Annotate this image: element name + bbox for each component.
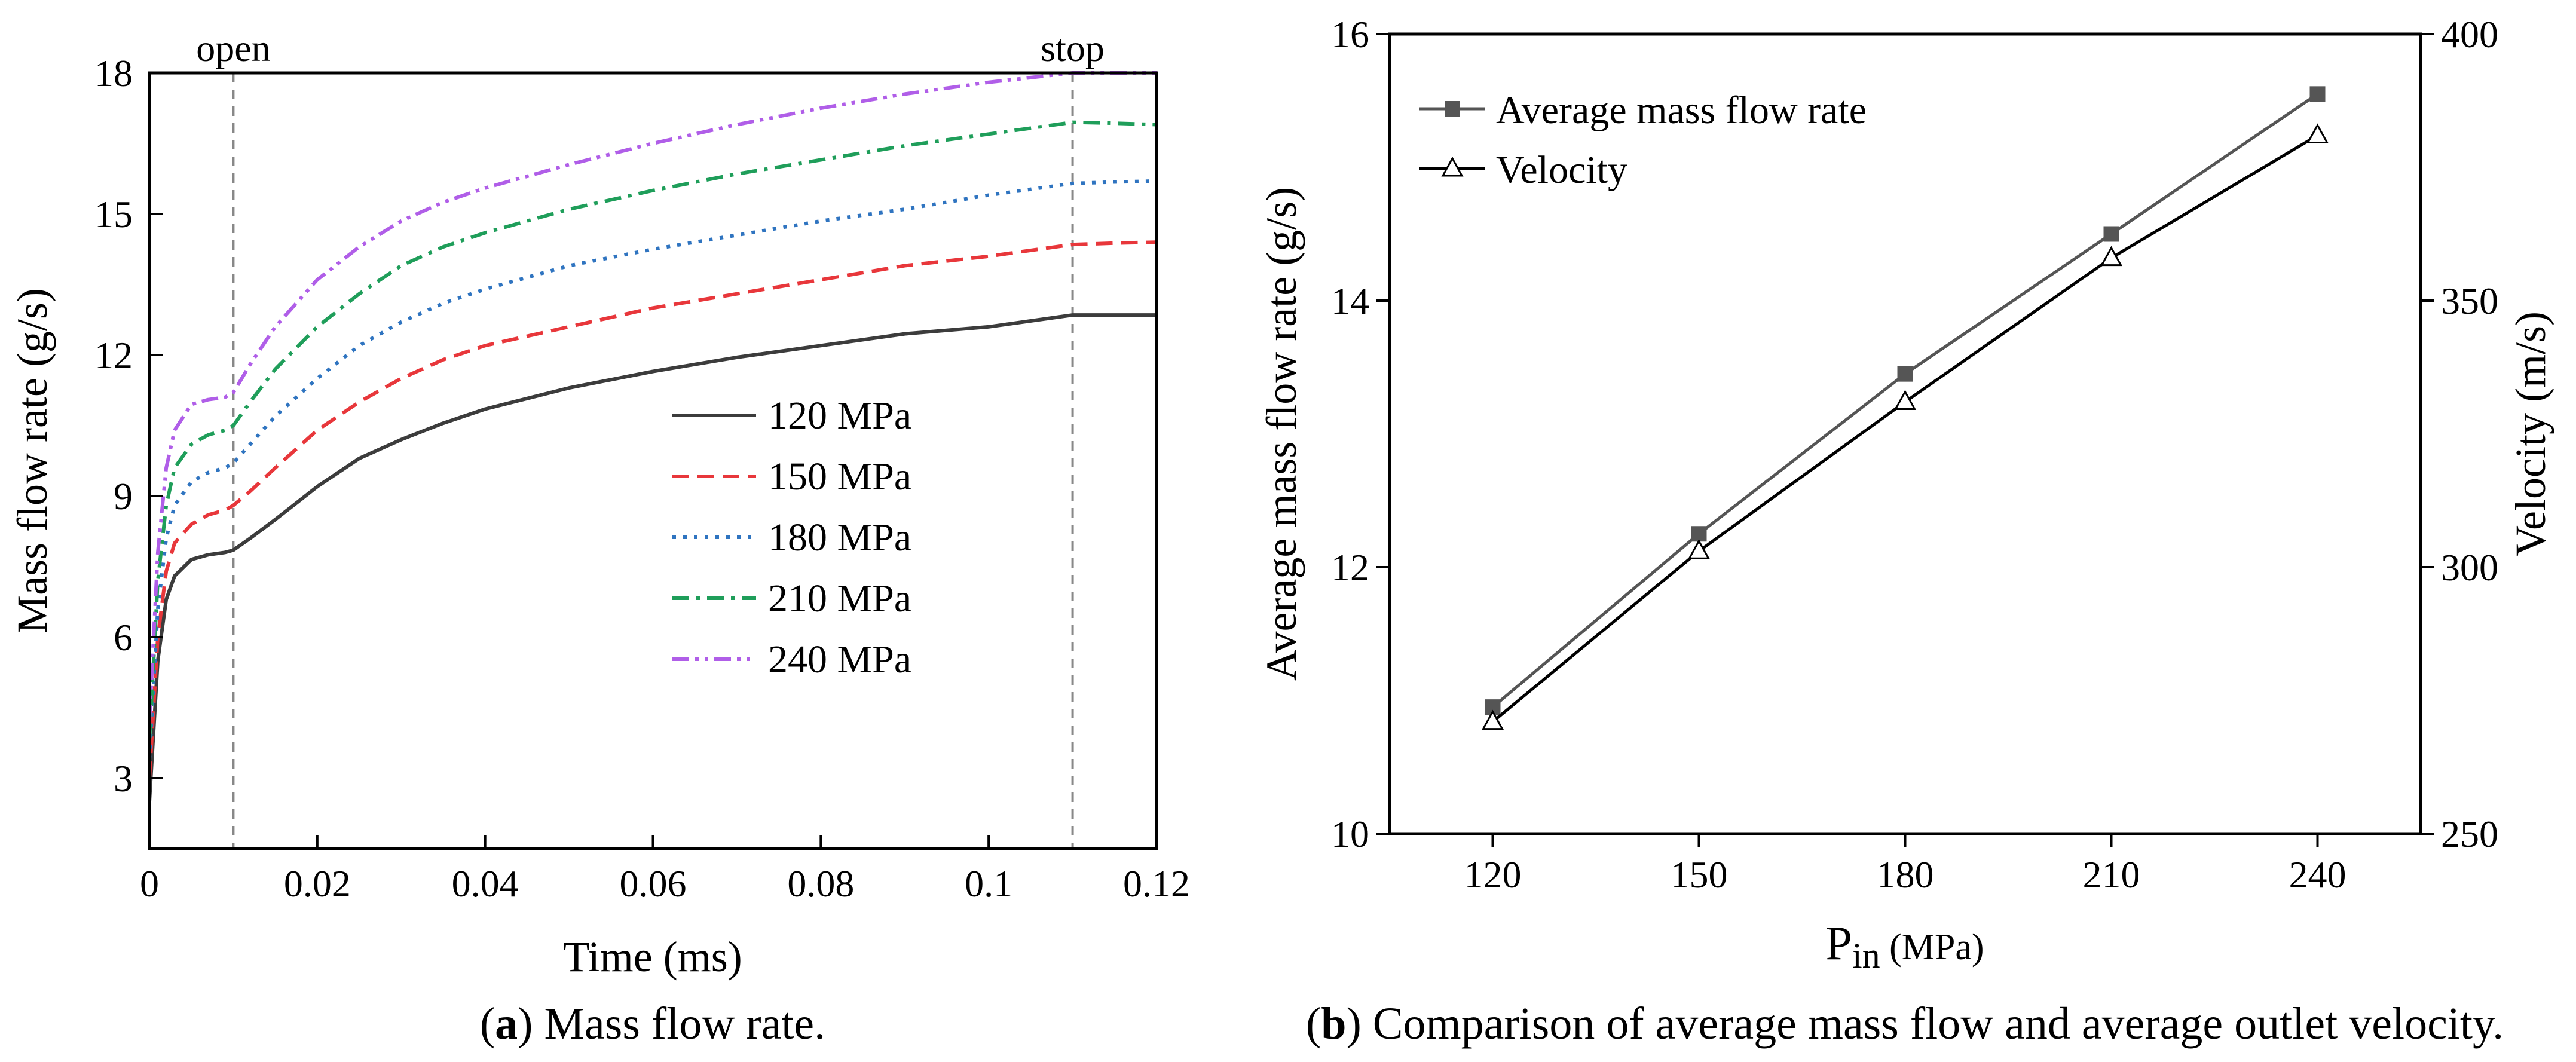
panel-b-x-tick-label: 180 <box>1877 853 1934 896</box>
panel-a-x-tick-label: 0.02 <box>284 862 351 905</box>
panel-b-marker-square <box>2309 86 2326 102</box>
panel-a-caption-text: Mass flow rate. <box>533 999 825 1049</box>
panel-b-y2-tick-label: 250 <box>2441 813 2498 855</box>
panel-b-caption-text: Comparison of average mass flow and aver… <box>1362 999 2504 1049</box>
panel-a-y-tick-label: 15 <box>94 193 133 235</box>
panel-a-annotation-open: open <box>196 27 270 69</box>
panel-a-series-line-1 <box>148 313 1157 802</box>
panel-b-marker-square <box>1691 526 1707 542</box>
panel-a-series-line-5 <box>148 71 1157 722</box>
panel-b-x-axis-label-unit: (MPa) <box>1880 927 1984 968</box>
panel-b-marker-square <box>1897 366 1913 382</box>
panel-a-y-tick-label: 18 <box>94 52 133 94</box>
panel-a-annotation-stop: stop <box>1041 27 1105 69</box>
panel-b-caption-label: b <box>1321 999 1346 1049</box>
panel-b-x-tick-label: 210 <box>2083 853 2140 896</box>
panel-b-marker-triangle <box>2306 123 2329 143</box>
panel-b-marker-triangle <box>1893 390 1917 410</box>
panel-b-x-tick-label: 120 <box>1464 853 1522 896</box>
panel-b-y-tick-label: 12 <box>1331 546 1369 589</box>
panel-a-mass-flow-chart: open stop 0 0.02 0.04 0.06 0.08 0.1 0.12 3 6 9 12 1… <box>8 27 1190 1049</box>
panel-b-legend-label-1: Average mass flow rate <box>1496 88 1867 132</box>
panel-a-legend-label-3: 180 MPa <box>768 516 911 559</box>
panel-b-y-axis-label: Average mass flow rate (g/s) <box>1258 187 1305 681</box>
panel-a-x-tick-label: 0.04 <box>452 862 519 905</box>
panel-b-legend-label-2: Velocity <box>1496 148 1627 192</box>
panel-b-comparison-chart: 120 150 180 210 240 10 12 14 16 250 300 350 400 Pi… <box>1258 13 2554 1049</box>
panel-a-y-axis-label: Mass flow rate (g/s) <box>8 288 56 633</box>
panel-b-y2-tick-label: 350 <box>2441 280 2498 322</box>
panel-a-y-tick-label: 12 <box>94 334 133 377</box>
panel-a-caption-label: a <box>495 999 518 1049</box>
panel-b-x-axis-label-sub: in <box>1852 936 1880 975</box>
panel-b-legend-marker-triangle <box>1441 156 1464 177</box>
panel-b-legend-marker-square <box>1445 101 1460 117</box>
panel-a-caption: (a) Mass flow rate. <box>480 999 825 1049</box>
panel-a-y-tick-label: 9 <box>114 475 133 518</box>
panel-b-series-line-2 <box>1491 134 2318 723</box>
panel-b-x-axis-label-main: P <box>1825 917 1852 970</box>
panel-a-legend: 120 MPa 150 MPa 180 MPa 210 MPa 240 MPa <box>672 394 911 681</box>
panel-a-series-line-2 <box>148 240 1157 779</box>
panel-a-series-line-4 <box>148 120 1157 741</box>
panel-b-caption: (b) Comparison of average mass flow and … <box>1306 999 2504 1049</box>
panel-b-marker-square <box>2103 226 2119 242</box>
panel-a-y-tick-label: 6 <box>114 616 133 659</box>
panel-a-x-tick-label: 0.12 <box>1123 862 1190 905</box>
panel-a-y-tick-label: 3 <box>114 757 133 800</box>
panel-b-y-tick-label: 14 <box>1331 280 1369 322</box>
panel-b-y-tick-label: 10 <box>1331 813 1369 855</box>
panel-a-legend-label-4: 210 MPa <box>768 577 911 620</box>
panel-b-marker-triangle <box>1687 539 1711 559</box>
panel-b-x-tick-label: 150 <box>1671 853 1728 896</box>
panel-a-x-tick-label: 0 <box>140 862 159 905</box>
panel-a-x-tick-label: 0.08 <box>787 862 854 905</box>
panel-b-y2-tick-label: 400 <box>2441 13 2498 56</box>
panel-a-x-tick-label: 0.1 <box>965 862 1012 905</box>
panel-b-x-tick-label: 240 <box>2289 853 2346 896</box>
panel-b-y2-axis-label: Velocity (m/s) <box>2507 311 2554 556</box>
panel-b-marker-triangle <box>2100 246 2123 267</box>
panel-a-x-tick-label: 0.06 <box>620 862 687 905</box>
panel-b-marker-triangle <box>1481 709 1504 730</box>
panel-a-legend-label-1: 120 MPa <box>768 394 911 437</box>
panel-b-legend: Average mass flow rate Velocity <box>1419 88 1867 192</box>
panel-a-legend-label-2: 150 MPa <box>768 455 911 498</box>
panel-a-series-line-3 <box>148 179 1157 760</box>
panel-b-y2-tick-label: 300 <box>2441 546 2498 589</box>
panel-b-y-tick-label: 16 <box>1331 13 1369 56</box>
panel-b-x-axis-label: Pin (MPa) <box>1825 917 1984 975</box>
panel-a-legend-label-5: 240 MPa <box>768 638 911 681</box>
panel-a-x-axis-label: Time (ms) <box>563 933 742 981</box>
